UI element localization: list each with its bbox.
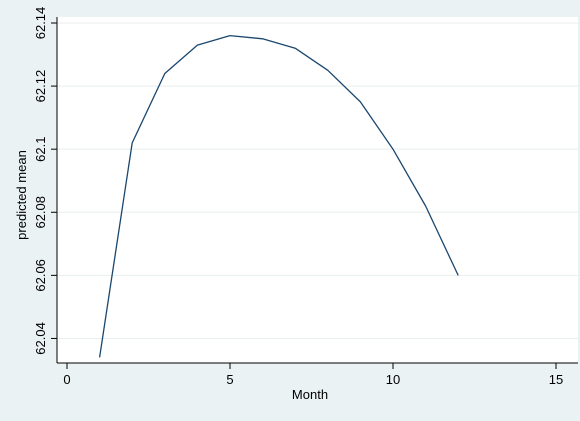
y-axis-ticks: 62.04 62.06 62.08 62.1 62.12 62.14 — [33, 7, 57, 355]
y-tick-label: 62.14 — [33, 7, 48, 40]
series-line — [98, 34, 459, 358]
series-layer — [98, 34, 459, 358]
y-tick-label: 62.1 — [33, 137, 48, 162]
grid-lines — [58, 22, 578, 339]
y-axis-title: predicted mean — [14, 150, 29, 240]
x-tick-label: 0 — [63, 372, 70, 387]
y-tick-label: 62.06 — [33, 259, 48, 292]
x-axis-ticks: 0 5 10 15 — [63, 363, 563, 387]
x-tick-label: 15 — [549, 372, 563, 387]
y-tick-label: 62.04 — [33, 322, 48, 355]
x-tick-label: 10 — [386, 372, 400, 387]
y-tick-label: 62.12 — [33, 70, 48, 103]
x-axis-title: Month — [292, 387, 328, 402]
plot-area — [57, 17, 578, 363]
y-tick-label: 62.08 — [33, 196, 48, 229]
x-tick-label: 5 — [226, 372, 233, 387]
